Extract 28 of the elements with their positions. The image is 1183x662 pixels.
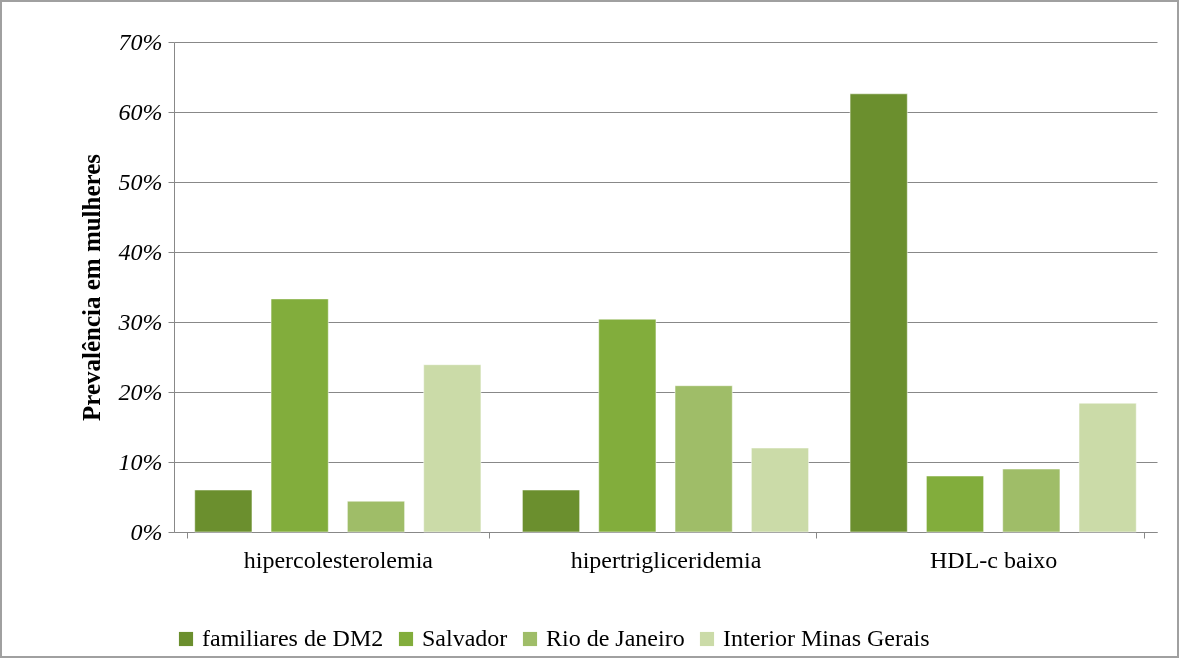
x-tick-label: HDL-c baixo xyxy=(930,546,1058,573)
bar xyxy=(423,364,482,533)
bar xyxy=(346,500,406,533)
legend-label: Interior Minas Gerais xyxy=(723,625,930,651)
bar xyxy=(849,93,908,533)
bar xyxy=(1078,402,1137,533)
bar xyxy=(194,489,253,533)
legend-label: Rio de Janeiro xyxy=(546,625,685,651)
y-tick-label: 60% xyxy=(118,98,163,125)
bar xyxy=(750,447,810,533)
y-tick-label: 70% xyxy=(118,28,163,55)
bar xyxy=(270,298,329,533)
bar xyxy=(1002,468,1061,533)
legend-label: familiares de DM2 xyxy=(202,625,384,651)
y-tick-label: 40% xyxy=(118,238,163,265)
y-tick-label: 20% xyxy=(118,378,163,405)
legend-label: Salvador xyxy=(422,625,508,651)
bar xyxy=(598,318,657,533)
bar xyxy=(521,489,581,533)
y-tick-label: 30% xyxy=(117,308,163,335)
y-tick-label: 0% xyxy=(130,518,163,545)
y-tick-label: 10% xyxy=(118,448,163,475)
x-tick-label: hipercolesterolemia xyxy=(243,546,434,573)
x-tick-label: hipertrigliceridemia xyxy=(570,546,762,573)
y-axis-title: Prevalência em mulheres xyxy=(77,153,105,422)
y-tick-label: 50% xyxy=(118,168,163,195)
bar xyxy=(674,385,733,533)
bar xyxy=(925,475,985,533)
